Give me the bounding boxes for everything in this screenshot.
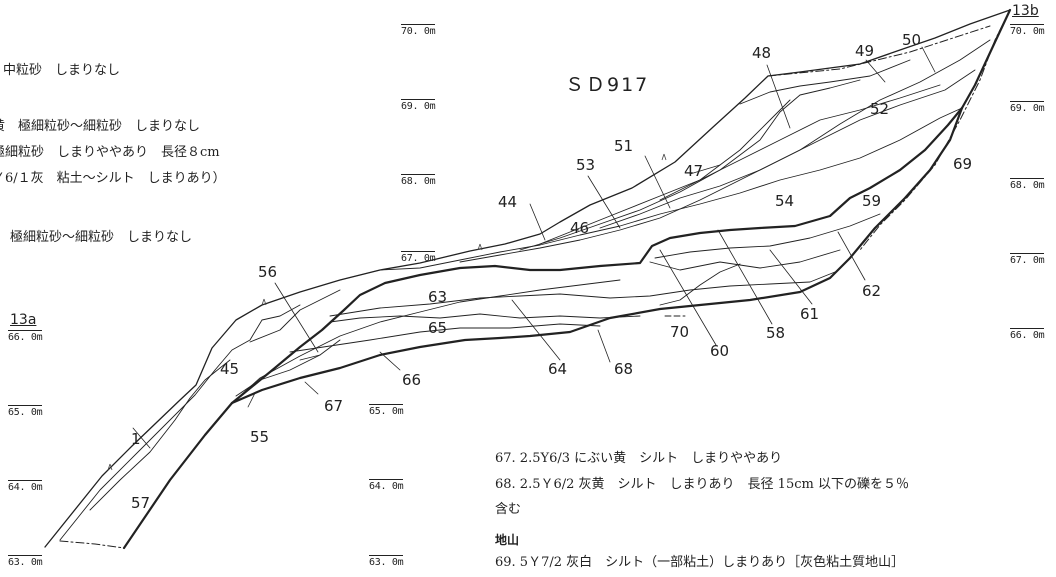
layer-label: 68 xyxy=(614,360,634,378)
layer-label: 67 xyxy=(324,397,344,415)
layer-label: 61 xyxy=(800,305,820,323)
surface-line xyxy=(44,9,1011,548)
figure-title: ＳＤ917 xyxy=(565,74,650,96)
layer-label: 53 xyxy=(576,156,596,174)
section-marker-13b: 13b xyxy=(1012,3,1039,19)
layer-label: 58 xyxy=(766,324,786,342)
elevation-label: 64. 0m xyxy=(369,479,404,492)
layer-label: 48 xyxy=(752,44,772,62)
layer-label: 46 xyxy=(570,219,590,237)
unit-boundary xyxy=(230,106,964,405)
elevation-label: 69. 0m xyxy=(1010,101,1045,114)
note-subheading: 地山 xyxy=(495,533,520,547)
layer-label: 64 xyxy=(548,360,568,378)
layer-label: 66 xyxy=(402,371,422,389)
elevation-label: 66. 0m xyxy=(8,330,43,343)
layer-label: 56 xyxy=(258,263,278,281)
note-line: 黄 極細粒砂～細粒砂 しまりなし xyxy=(0,119,201,134)
layer-label: 63 xyxy=(428,288,448,306)
layer-label: 57 xyxy=(131,494,151,512)
elevation-label: 68. 0m xyxy=(1010,178,1045,191)
layer-label: 52 xyxy=(870,100,890,118)
layer-label: 62 xyxy=(862,282,882,300)
layer-label: 54 xyxy=(775,192,795,210)
note-line: 中粒砂 しまりなし xyxy=(3,63,121,78)
layer-label: 70 xyxy=(670,323,690,341)
elevation-label: 68. 0m xyxy=(401,174,436,187)
layer-label: 45 xyxy=(220,360,240,378)
elevation-label: 66. 0m xyxy=(1010,328,1045,341)
elevation-label: 63. 0m xyxy=(8,555,43,568)
layer-label: 51 xyxy=(614,137,634,155)
layer-label: 60 xyxy=(710,342,730,360)
elevation-label: 65. 0m xyxy=(369,404,404,417)
note-item-69: 69. 5Ｙ7/2 灰白 シルト（一部粘土）しまりあり［灰色粘土質地山］ xyxy=(495,555,905,570)
elevation-label: 70. 0m xyxy=(401,24,436,37)
elevation-label: 67. 0m xyxy=(401,251,436,264)
layer-label: 69 xyxy=(953,155,973,173)
layer-label: 1 xyxy=(131,430,141,448)
crop-line xyxy=(859,9,1011,251)
note-line: 極細粒砂～細粒砂 しまりなし xyxy=(10,230,193,245)
bottom-boundary xyxy=(122,8,1012,550)
elevation-label: 65. 0m xyxy=(8,405,43,418)
layer-label: 59 xyxy=(862,192,882,210)
note-item-68-cont: 含む xyxy=(495,502,522,517)
note-line: 極細粒砂 しまりややあり 長径８cm xyxy=(0,145,220,160)
section-marker-13a: 13a xyxy=(10,312,37,328)
elevation-label: 69. 0m xyxy=(401,99,436,112)
note-item-67: 67. 2.5Y6/3 にぶい黄 シルト しまりややあり xyxy=(495,451,783,466)
layer-label: 49 xyxy=(855,42,875,60)
elevation-label: 70. 0m xyxy=(1010,24,1045,37)
layer-label: 55 xyxy=(250,428,270,446)
elevation-label: 67. 0m xyxy=(1010,253,1045,266)
note-line: Ｙ6/１灰 粘土～シルト しまりあり） xyxy=(0,171,226,186)
layer-label: 44 xyxy=(498,193,518,211)
elevation-label: 63. 0m xyxy=(369,555,404,568)
layer-label: 47 xyxy=(684,162,704,180)
crop-line xyxy=(59,540,125,549)
elevation-label: 64. 0m xyxy=(8,480,43,493)
layer-label: 50 xyxy=(902,31,922,49)
note-item-68: 68. 2.5Ｙ6/2 灰黄 シルト しまりあり 長径 15cm 以下の礫を５％ xyxy=(495,477,909,492)
crop-line xyxy=(767,25,991,77)
layer-label: 65 xyxy=(428,319,448,337)
